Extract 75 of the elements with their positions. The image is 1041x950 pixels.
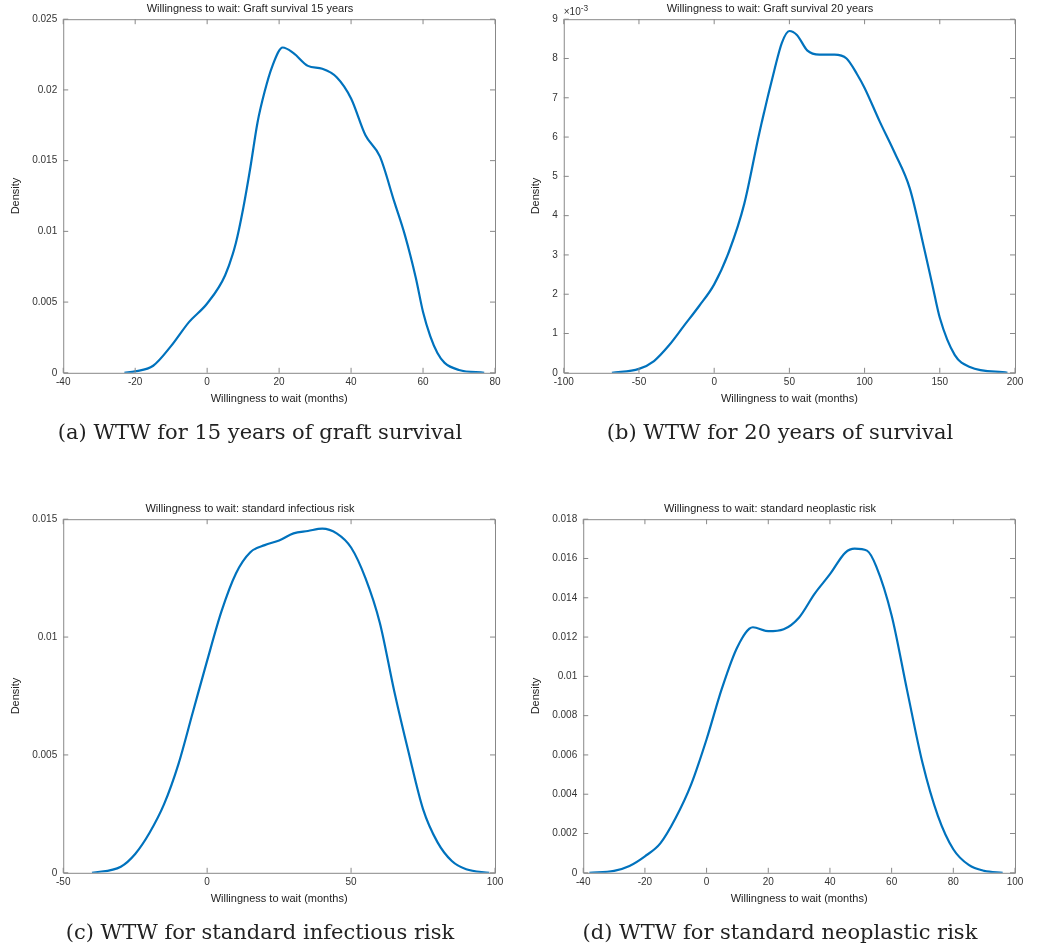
y-tick-label: 0.014 <box>552 591 578 603</box>
y-tick-label: 4 <box>552 209 559 221</box>
y-tick-label: 9 <box>552 12 559 24</box>
x-tick-label: -50 <box>56 875 71 887</box>
y-tick-label: 3 <box>552 248 559 260</box>
x-tick-label: 20 <box>273 375 286 387</box>
text: (d) WTW for standard neoplastic risk <box>581 920 979 944</box>
y-axis-title: Density <box>8 677 21 715</box>
text: (c) WTW for standard infectious risk <box>64 920 456 944</box>
x-tick-label: 50 <box>783 375 796 387</box>
y-tick-label: 0.015 <box>32 512 58 524</box>
text: (a) WTW for 15 years of graft survival <box>56 420 464 444</box>
x-tick-label: 100 <box>1006 875 1024 887</box>
x-tick-label: 0 <box>204 375 211 387</box>
x-tick-label: 60 <box>886 875 898 887</box>
y-tick-label: 0.008 <box>552 709 578 721</box>
y-tick-label: 0.016 <box>552 552 578 564</box>
y-tick-label: 0.015 <box>32 154 58 166</box>
text: ×10$^{-3}$ <box>563 3 589 18</box>
x-axis-title: Willingness to wait (months) <box>730 892 868 905</box>
y-tick-label: 2 <box>552 287 559 299</box>
chart-title: Willingness to wait: standard neoplastic risk <box>663 501 877 514</box>
y-axis-title: Density <box>528 677 541 715</box>
y-tick-label: 0 <box>571 866 578 878</box>
text: (b) WTW for 20 years of survival <box>605 420 955 444</box>
x-axis-title: Willingness to wait (months) <box>210 392 348 405</box>
y-tick-label: 0.01 <box>37 225 58 237</box>
y-tick-label: 0.004 <box>552 787 578 799</box>
x-axis-title: Willingness to wait (months) <box>720 392 858 405</box>
x-tick-label: -40 <box>576 875 591 887</box>
y-tick-label: 0.005 <box>32 748 58 760</box>
x-tick-label: 150 <box>931 375 949 387</box>
y-tick-label: 0.005 <box>32 295 58 307</box>
y-axis-title: Density <box>8 177 21 215</box>
y-tick-label: 0 <box>51 366 58 378</box>
x-tick-label: 100 <box>856 375 874 387</box>
x-tick-label: -40 <box>56 375 71 387</box>
x-tick-label: 50 <box>345 875 358 887</box>
x-tick-label: -20 <box>127 375 143 387</box>
y-tick-label: 0.006 <box>552 748 578 760</box>
x-tick-label: 20 <box>762 875 775 887</box>
x-tick-label: -50 <box>631 375 647 387</box>
x-tick-label: 80 <box>947 875 960 887</box>
y-tick-label: 5 <box>552 170 559 182</box>
y-tick-label: 0 <box>51 866 58 878</box>
y-tick-label: 0.025 <box>32 12 58 24</box>
x-axis-title: Willingness to wait (months) <box>210 892 348 905</box>
x-tick-label: 0 <box>711 375 718 387</box>
x-tick-label: 80 <box>489 375 501 387</box>
x-tick-label: 0 <box>204 875 211 887</box>
x-tick-label: 40 <box>824 875 836 887</box>
x-tick-label: 200 <box>1006 375 1024 387</box>
x-tick-label: 0 <box>703 875 710 887</box>
y-axis-title: Density <box>528 177 541 215</box>
y-tick-label: 0.002 <box>552 827 578 839</box>
y-tick-label: 7 <box>552 91 559 103</box>
line-series <box>610 29 1009 373</box>
y-tick-label: 0.01 <box>37 630 58 642</box>
x-tick-label: 60 <box>417 375 430 387</box>
y-tick-label: 1 <box>552 327 559 339</box>
x-tick-label: -100 <box>553 375 575 387</box>
y-tick-label: 0.02 <box>37 83 58 95</box>
chart-title: Willingness to wait: Graft survival 15 years <box>146 1 354 14</box>
y-tick-label: 0.01 <box>557 670 578 682</box>
x-tick-label: -20 <box>637 875 653 887</box>
y-tick-label: 0 <box>552 366 559 378</box>
y-tick-label: 6 <box>552 130 559 142</box>
x-tick-label: 100 <box>486 875 504 887</box>
y-tick-label: 8 <box>552 52 559 64</box>
y-tick-label: 0.012 <box>552 630 578 642</box>
x-tick-label: 40 <box>345 375 358 387</box>
chart-title: Willingness to wait: Graft survival 20 years <box>666 1 874 14</box>
chart-title: Willingness to wait: standard infectious risk <box>145 501 356 514</box>
line-series <box>90 527 491 873</box>
y-tick-label: 0.018 <box>552 512 578 524</box>
